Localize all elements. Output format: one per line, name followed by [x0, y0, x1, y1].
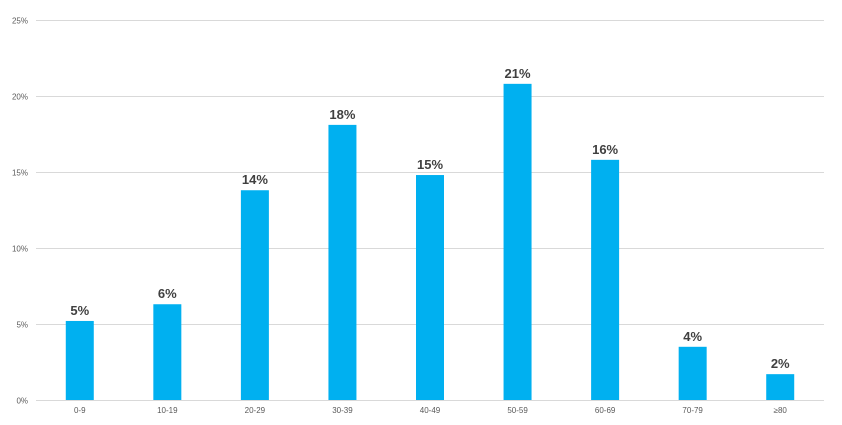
y-tick-label: 15%: [12, 169, 28, 178]
bars: [65, 83, 795, 400]
bar-50-59: [503, 83, 532, 400]
y-tick-label: 0%: [16, 397, 28, 406]
x-axis: 0-9 10-19 20-29 30-39 40-49 50-59 60-69 70-79 ≥8…: [74, 406, 787, 415]
bar-40-49: [416, 175, 444, 400]
bar-≥80: [766, 374, 795, 400]
data-label: 5%: [70, 303, 89, 318]
x-tick-label: 20-29: [245, 406, 266, 415]
data-labels: 5% 6% 14% 18% 15% 21% 16% 4% 2%: [70, 66, 790, 371]
bar-60-69: [591, 159, 620, 400]
data-label: 6%: [158, 286, 177, 301]
bar-20-29: [240, 190, 269, 400]
x-tick-label: ≥80: [774, 406, 788, 415]
data-label: 16%: [592, 142, 618, 157]
x-tick-label: 0-9: [74, 406, 86, 415]
data-label: 21%: [505, 66, 531, 81]
data-label: 15%: [417, 157, 443, 172]
bar-10-19: [153, 304, 182, 400]
x-tick-label: 10-19: [157, 406, 178, 415]
x-tick-label: 30-39: [332, 406, 353, 415]
y-tick-label: 10%: [12, 245, 28, 254]
y-tick-label: 5%: [16, 321, 28, 330]
data-label: 2%: [771, 356, 790, 371]
x-tick-label: 50-59: [507, 406, 528, 415]
bar-30-39: [328, 124, 357, 400]
y-axis: 0% 5% 10% 15% 20% 25%: [12, 17, 28, 406]
x-tick-label: 40-49: [420, 406, 441, 415]
y-tick-label: 20%: [12, 93, 28, 102]
bar-0-9: [65, 320, 94, 400]
x-tick-label: 60-69: [595, 406, 616, 415]
data-label: 4%: [683, 329, 702, 344]
y-tick-label: 25%: [12, 17, 28, 26]
bar-70-79: [678, 346, 707, 400]
data-label: 18%: [329, 107, 355, 122]
x-tick-label: 70-79: [682, 406, 703, 415]
data-label: 14%: [242, 172, 268, 187]
